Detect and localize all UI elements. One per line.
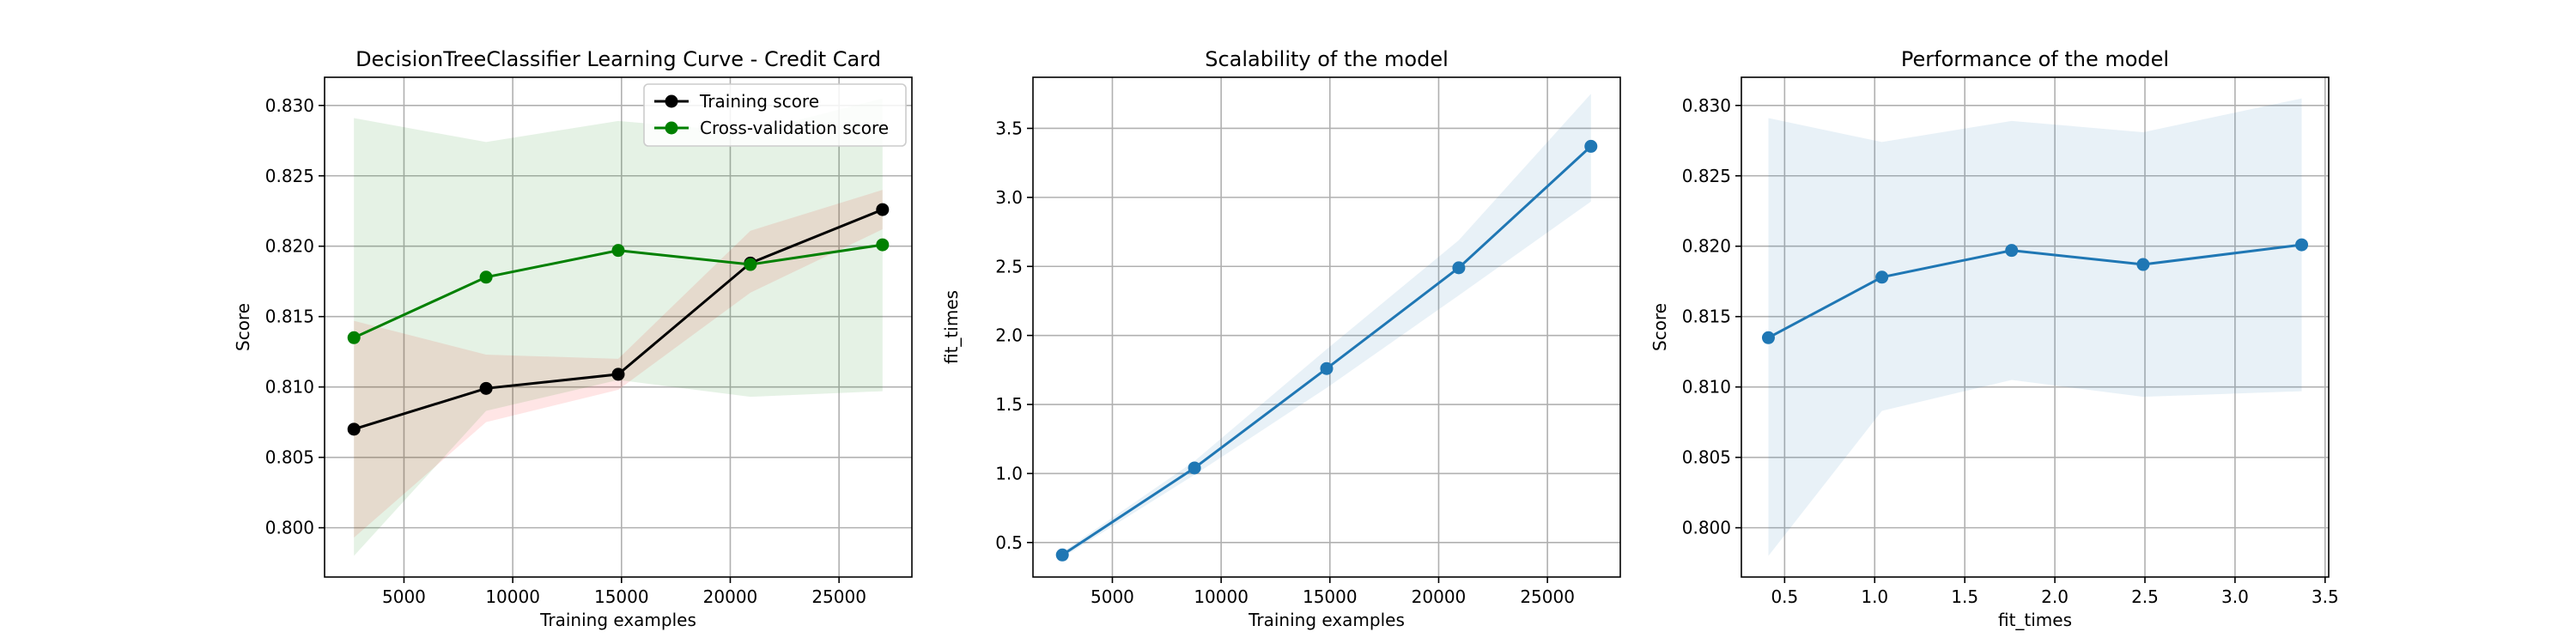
- x-tick-label: 5000: [382, 586, 426, 607]
- chart-title: Performance of the model: [1901, 47, 2169, 71]
- confidence-band-1: [354, 190, 883, 538]
- y-tick-label: 2.0: [995, 325, 1023, 346]
- chart-title: Scalability of the model: [1205, 47, 1449, 71]
- data-point: [876, 238, 890, 252]
- x-tick-label: 1.0: [1861, 586, 1888, 607]
- y-tick-label: 3.0: [995, 187, 1023, 208]
- chart-panel-1: 5000 10000 15000 20000 25000 0.800 0.805 0.810 0…: [233, 47, 913, 630]
- y-tick-label: 0.805: [265, 447, 314, 468]
- axes-frame: [324, 76, 913, 578]
- x-tick-label: 10000: [485, 586, 540, 607]
- y-tick-label: 0.815: [265, 307, 314, 327]
- data-point: [2136, 258, 2150, 271]
- y-tick-label: 0.810: [1682, 377, 1731, 398]
- chart-panel-3: 0.5 1.0 1.5 2.0 2.5 3.0 3.5 0.800 0.805 0.810 0.81…: [1649, 47, 2339, 630]
- confidence-band-1: [1768, 98, 2302, 556]
- data-point: [347, 422, 361, 436]
- y-tick-label: 0.825: [1682, 166, 1731, 186]
- x-tick-label: 0.5: [1771, 586, 1798, 607]
- x-axis-label: fit_times: [1998, 610, 2072, 630]
- y-tick-label: 0.815: [1682, 307, 1731, 327]
- y-tick-label: 0.5: [995, 532, 1023, 553]
- chart-title: DecisionTreeClassifier Learning Curve - …: [355, 47, 881, 71]
- y-tick-label: 0.800: [1682, 518, 1731, 538]
- data-point: [611, 244, 625, 258]
- axes-frame: [1032, 76, 1621, 578]
- axes-frame: [1741, 76, 2330, 578]
- data-point: [1055, 548, 1069, 562]
- legend-label: Cross-validation score: [700, 118, 889, 138]
- y-axis-label: fit_times: [941, 290, 962, 364]
- data-point: [1761, 331, 1775, 344]
- data-point: [1875, 270, 1889, 284]
- y-tick-label: 0.820: [1682, 236, 1731, 257]
- y-tick-label: 0.830: [265, 95, 314, 116]
- y-tick-label: 1.0: [995, 463, 1023, 483]
- y-axis-label: Score: [233, 303, 253, 351]
- y-tick-label: 2.5: [995, 256, 1023, 276]
- data-point: [1188, 461, 1201, 475]
- x-axis-label: Training examples: [1248, 610, 1405, 630]
- x-tick-label: 15000: [1303, 586, 1358, 607]
- chart-panel-2: 5000 10000 15000 20000 25000 0.5 1.0 1.5 2.0 2.5 3…: [941, 47, 1621, 630]
- y-tick-label: 0.810: [265, 377, 314, 398]
- legend-box: [643, 83, 907, 147]
- x-tick-label: 25000: [1520, 586, 1575, 607]
- y-tick-label: 0.800: [265, 518, 314, 538]
- legend: Training score Cross-validation score: [643, 83, 907, 147]
- legend-marker: [665, 121, 678, 135]
- y-tick-label: 0.820: [265, 236, 314, 257]
- y-tick-label: 0.825: [265, 166, 314, 186]
- data-point: [347, 331, 361, 344]
- data-point: [876, 203, 890, 216]
- legend-marker: [665, 94, 678, 108]
- y-tick-label: 0.830: [1682, 95, 1731, 116]
- x-tick-label: 2.5: [2131, 586, 2159, 607]
- data-point: [1584, 139, 1598, 153]
- data-point: [2005, 244, 2019, 258]
- data-point: [611, 368, 625, 381]
- x-tick-label: 3.5: [2312, 586, 2339, 607]
- data-point: [2295, 238, 2309, 252]
- x-tick-label: 25000: [811, 586, 866, 607]
- x-tick-label: 2.0: [2041, 586, 2069, 607]
- data-point: [479, 270, 493, 284]
- data-point: [1320, 361, 1334, 375]
- y-axis-label: Score: [1649, 303, 1670, 351]
- y-tick-label: 1.5: [995, 394, 1023, 415]
- x-tick-label: 1.5: [1951, 586, 1978, 607]
- x-tick-label: 5000: [1091, 586, 1134, 607]
- x-tick-label: 20000: [1412, 586, 1467, 607]
- x-tick-label: 15000: [594, 586, 649, 607]
- data-point: [744, 258, 757, 271]
- legend-label: Training score: [699, 91, 819, 112]
- x-tick-label: 20000: [703, 586, 758, 607]
- x-tick-label: 10000: [1194, 586, 1249, 607]
- confidence-band-2: [354, 98, 883, 556]
- data-point: [1452, 261, 1466, 275]
- x-axis-label: Training examples: [539, 610, 696, 630]
- y-tick-label: 3.5: [995, 118, 1023, 138]
- y-tick-label: 0.805: [1682, 447, 1731, 468]
- x-tick-label: 3.0: [2221, 586, 2249, 607]
- data-point: [479, 381, 493, 395]
